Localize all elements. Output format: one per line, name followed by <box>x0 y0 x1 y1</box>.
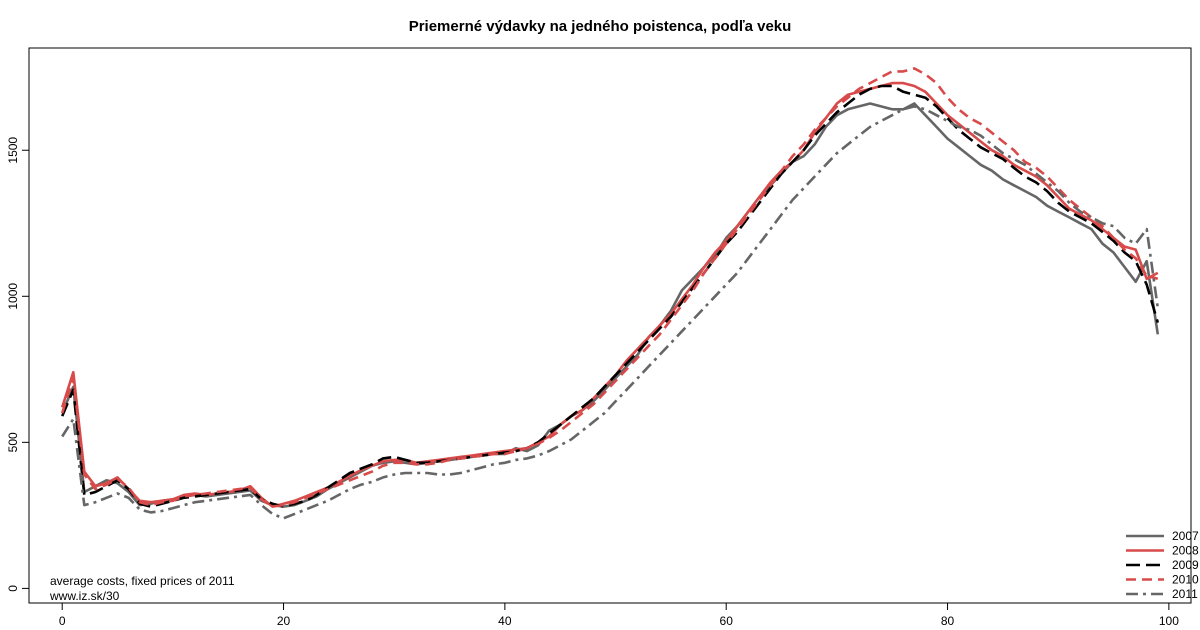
x-tick-label: 100 <box>1159 614 1179 628</box>
x-tick-label: 40 <box>498 614 512 628</box>
legend-label-2009: 2009 <box>1172 558 1199 572</box>
y-tick-label: 1500 <box>6 137 20 164</box>
series-line-2011 <box>61 105 1160 520</box>
x-tick-label: 20 <box>277 614 291 628</box>
notes: average costs, fixed prices of 2011 www.… <box>49 574 235 603</box>
series-line-2008 <box>60 81 1159 508</box>
x-tick-label: 60 <box>720 614 734 628</box>
note-line-2: www.iz.sk/30 <box>49 589 120 603</box>
y-tick-label: 0 <box>6 585 20 592</box>
series-line-2007 <box>61 102 1160 508</box>
x-tick-label: 0 <box>59 614 66 628</box>
legend-label-2008: 2008 <box>1172 544 1199 558</box>
plot-frame <box>28 47 1192 604</box>
x-tick-label: 80 <box>941 614 955 628</box>
note-line-1: average costs, fixed prices of 2011 <box>50 574 235 588</box>
series-layer <box>60 67 1160 520</box>
series-line-2009 <box>61 84 1160 508</box>
legend-label-2011: 2011 <box>1172 587 1198 601</box>
series-line-2010 <box>60 67 1159 508</box>
y-tick-label: 500 <box>6 432 20 452</box>
legend-label-2010: 2010 <box>1172 573 1199 587</box>
legend-label-2007: 2007 <box>1172 529 1199 543</box>
chart-title: Priemerné výdavky na jedného poistenca, … <box>409 18 792 35</box>
y-tick-label: 1000 <box>6 283 20 310</box>
